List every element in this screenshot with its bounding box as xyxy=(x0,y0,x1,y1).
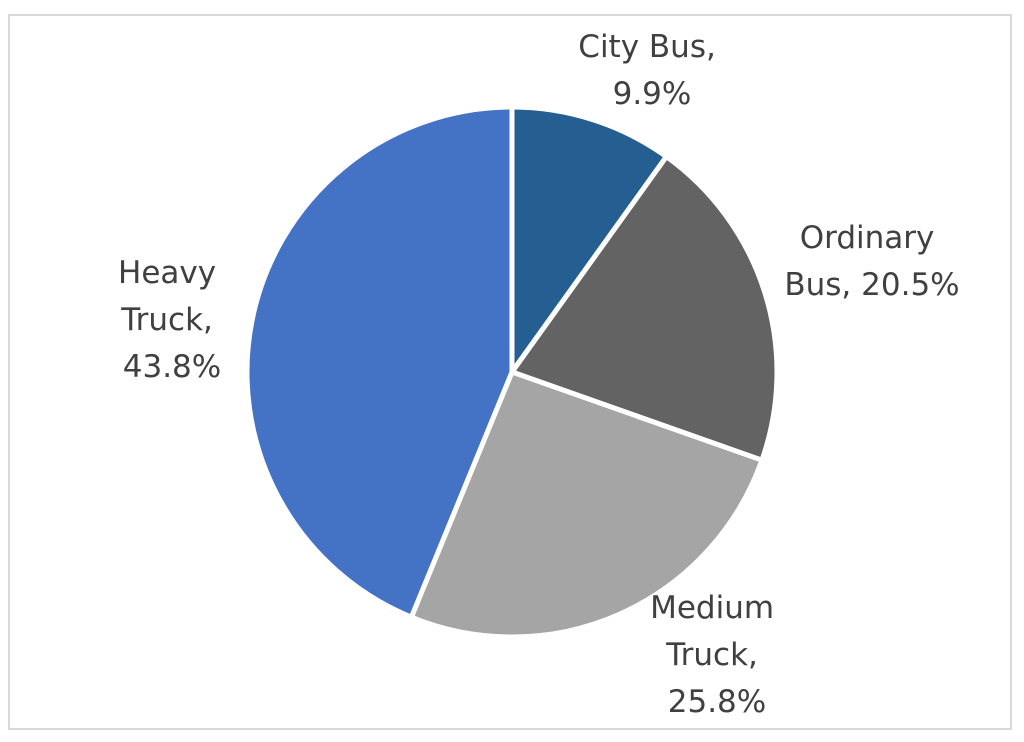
label-city-bus: City Bus, 9.9% xyxy=(578,29,725,112)
label-ordinary-bus-name-line2: Bus, xyxy=(784,267,861,303)
label-ordinary-bus-value: 20.5% xyxy=(861,267,959,303)
label-heavy-truck-value: 43.8% xyxy=(123,349,221,385)
pie-slice-ordinary-bus xyxy=(509,154,780,463)
label-medium-truck: Medium Truck, 25.8% xyxy=(650,590,784,720)
label-city-bus-value: 9.9% xyxy=(613,76,692,112)
label-heavy-truck: Heavy Truck, 43.8% xyxy=(118,255,226,385)
label-heavy-truck-name-line2: Truck, xyxy=(120,302,213,338)
pie-slice-heavy-truck xyxy=(244,104,515,620)
slice-labels: City Bus, 9.9% Ordinary Bus, 20.5% Mediu… xyxy=(118,29,960,720)
label-city-bus-name: City Bus xyxy=(578,29,706,65)
pie-slice-medium-truck xyxy=(408,369,765,640)
label-city-bus-comma: , xyxy=(706,29,716,65)
label-medium-truck-value: 25.8% xyxy=(668,684,766,720)
pie-slice-city-bus xyxy=(509,104,669,375)
label-medium-truck-name-line2: Truck, xyxy=(665,637,758,673)
label-ordinary-bus-name-line1: Ordinary xyxy=(800,220,935,256)
pie-slices xyxy=(244,104,780,640)
label-heavy-truck-name-line1: Heavy xyxy=(118,255,216,291)
label-medium-truck-name-line1: Medium xyxy=(650,590,774,626)
label-ordinary-bus: Ordinary Bus, 20.5% xyxy=(784,220,959,303)
